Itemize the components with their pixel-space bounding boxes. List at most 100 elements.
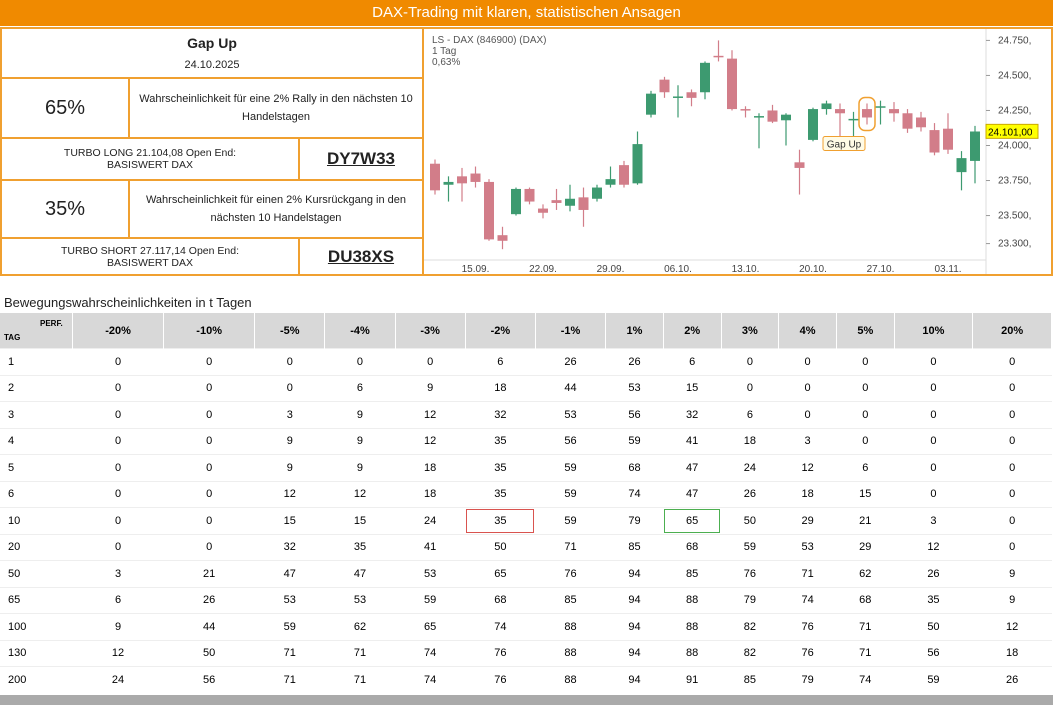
table-cell: 29: [836, 533, 895, 561]
table-title: Bewegungswahrscheinlichkeiten in t Tagen: [4, 295, 252, 310]
table-cell: 3: [254, 401, 325, 428]
candle-body: [713, 55, 724, 58]
y-tick-label: 24.750,: [998, 35, 1031, 46]
table-cell: 62: [836, 560, 895, 587]
table-cell: 59: [721, 533, 779, 561]
table-cell: 50: [894, 613, 973, 640]
table-cell: 18: [972, 639, 1052, 667]
annotation-label: Gap Up: [827, 139, 862, 150]
table-cell: 18: [395, 454, 466, 481]
table-cell: 9: [972, 560, 1052, 587]
column-header: 20%: [972, 313, 1052, 349]
table-cell: 65: [663, 507, 722, 534]
table-cell: 18: [395, 480, 466, 508]
annotation-highlight: [858, 96, 876, 132]
column-header: 3%: [721, 313, 780, 349]
chart-frame: LS - DAX (846900) (DAX) 1 Tag 0,63% 24.7…: [424, 27, 1053, 276]
table-cell: 47: [254, 560, 325, 587]
table-cell: 79: [605, 507, 664, 534]
table-cell: 76: [778, 639, 837, 667]
table-cell: 18: [778, 480, 837, 508]
table-cell: 94: [605, 613, 664, 640]
candle-body: [457, 176, 467, 184]
column-header: -10%: [163, 313, 256, 349]
candle-body: [605, 179, 616, 185]
candle-body: [808, 109, 818, 140]
long-wkn[interactable]: DY7W33: [300, 137, 422, 179]
table-cell: 0: [163, 507, 255, 534]
candle-body: [659, 79, 670, 93]
table-cell: 0: [72, 454, 164, 481]
column-header: 10%: [894, 313, 974, 349]
table-cell: 0: [72, 533, 164, 561]
table-cell: 12: [894, 533, 973, 561]
table-cell: 0: [972, 480, 1052, 508]
table-cell: 59: [395, 586, 466, 614]
table-cell: 0: [163, 480, 255, 508]
table-cell: 82: [721, 613, 779, 640]
table-cell: 56: [605, 401, 664, 428]
table-cell: 94: [605, 560, 664, 587]
table-cell: 59: [254, 613, 325, 640]
table-cell: 0: [778, 374, 837, 402]
table-cell: 6: [721, 401, 779, 428]
table-cell: 88: [663, 613, 722, 640]
table-cell: 12: [778, 454, 837, 481]
table-cell: 9: [324, 427, 396, 455]
candle-body: [443, 181, 454, 185]
table-cell: 0: [721, 374, 779, 402]
row-label: 5: [0, 454, 73, 481]
column-header: 5%: [836, 313, 895, 349]
candle-body: [632, 144, 643, 184]
table-cell: 0: [72, 427, 164, 455]
col-header: PERF.: [40, 319, 63, 328]
short-wkn[interactable]: DU38XS: [300, 237, 422, 274]
y-tick-label: 24.000,: [998, 141, 1031, 152]
table-cell: 94: [605, 639, 664, 667]
table-cell: 21: [836, 507, 895, 534]
candle-body: [700, 62, 710, 93]
annotation-box: [822, 135, 866, 151]
row-label: 50: [0, 560, 73, 587]
table-cell: 74: [395, 666, 466, 693]
x-tick-label: 29.09.: [597, 264, 625, 274]
long-product-name: TURBO LONG 21.104,08 Open End:: [63, 147, 237, 159]
table-cell: 47: [663, 454, 722, 481]
table-cell: 12: [395, 427, 466, 455]
table-cell: 0: [254, 374, 325, 402]
table-cell: 0: [972, 348, 1052, 375]
table-cell: 71: [324, 666, 396, 693]
table-cell: 12: [72, 639, 164, 667]
table-cell: 76: [465, 666, 536, 693]
table-cell: 0: [163, 533, 255, 561]
table-cell: 68: [465, 586, 536, 614]
row-label: 2: [0, 374, 73, 402]
x-tick-label: 15.09.: [462, 264, 490, 274]
candle-body: [430, 163, 440, 191]
table-row: 6 0 0 12 12 18 35 59 74 47 26 18 15 0 0: [0, 480, 1052, 508]
table-cell: 56: [535, 427, 606, 455]
table-cell: 71: [836, 639, 895, 667]
table-cell: 26: [894, 560, 973, 587]
candle-body: [727, 58, 737, 110]
table-cell: 0: [163, 348, 255, 375]
table-cell: 32: [663, 401, 722, 428]
table-cell: 85: [605, 533, 664, 561]
short-text: Wahrscheinlichkeit für einen 2% Kursrück…: [130, 179, 422, 237]
table-cell: 12: [254, 480, 325, 508]
candle-body: [551, 200, 562, 203]
chart: LS - DAX (846900) (DAX) 1 Tag 0,63% 24.7…: [424, 29, 1039, 275]
candle-body: [619, 165, 629, 185]
table-cell: 88: [535, 666, 606, 693]
table-cell: 3: [72, 560, 164, 587]
chart-title: LS - DAX (846900) (DAX): [432, 35, 547, 46]
table-cell: 35: [894, 586, 973, 614]
candle-body: [875, 106, 886, 108]
table-cell: 50: [721, 507, 779, 534]
row-label: 20: [0, 533, 73, 561]
table-row: 130 12 50 71 71 74 76 88 94 88 82 76 71 56 18: [0, 639, 1052, 667]
column-header: -4%: [324, 313, 396, 349]
table-cell: 0: [894, 401, 973, 428]
table-cell: 53: [254, 586, 325, 614]
table-cell: 88: [535, 639, 606, 667]
